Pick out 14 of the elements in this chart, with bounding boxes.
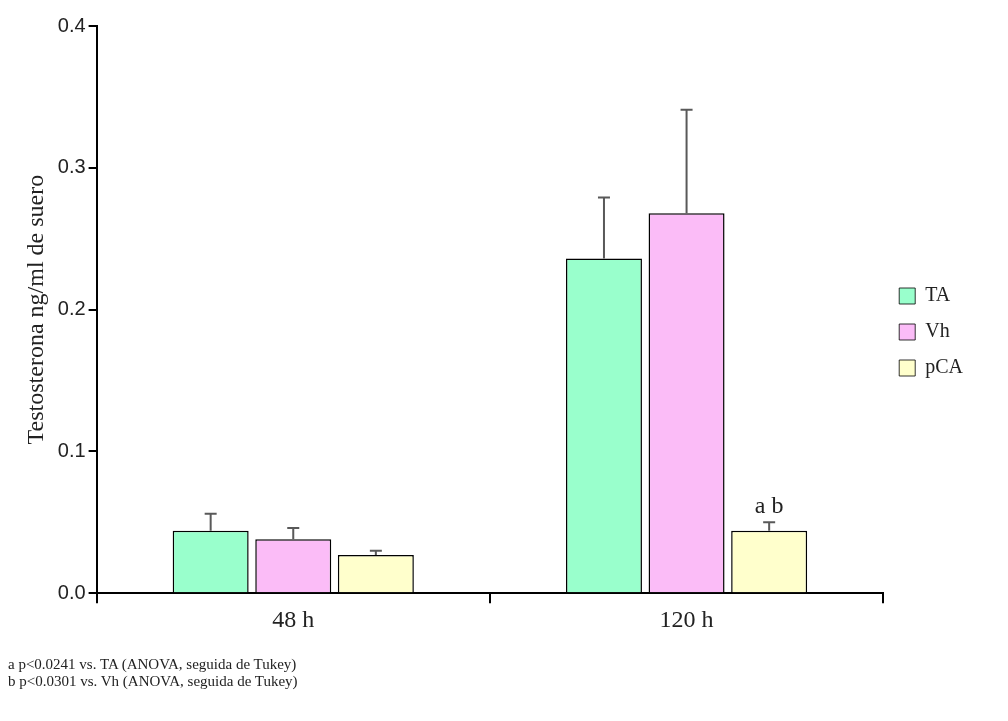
y-tick-label: 0.4 <box>57 13 86 36</box>
x-tick-label: 48 h <box>272 605 315 632</box>
legend-label: Vh <box>925 319 950 342</box>
y-tick-label: 0.3 <box>57 155 86 178</box>
y-tick-label: 0.2 <box>57 297 86 320</box>
y-tick-label: 0.0 <box>57 580 86 603</box>
legend-label: pCA <box>925 355 964 379</box>
y-axis-title: Testosterona ng/ml de suero <box>21 174 48 445</box>
y-tick-label: 0.1 <box>57 438 86 461</box>
text: a p<0.0241 vs. TA (ANOVA, seguida de Tukey) <box>8 656 298 673</box>
legend-label: TA <box>925 283 951 306</box>
text: b p<0.0301 vs. Vh (ANOVA, seguida de Tukey) <box>8 673 299 690</box>
data-label: a b <box>754 491 784 518</box>
x-tick-label: 120 h <box>659 605 714 632</box>
